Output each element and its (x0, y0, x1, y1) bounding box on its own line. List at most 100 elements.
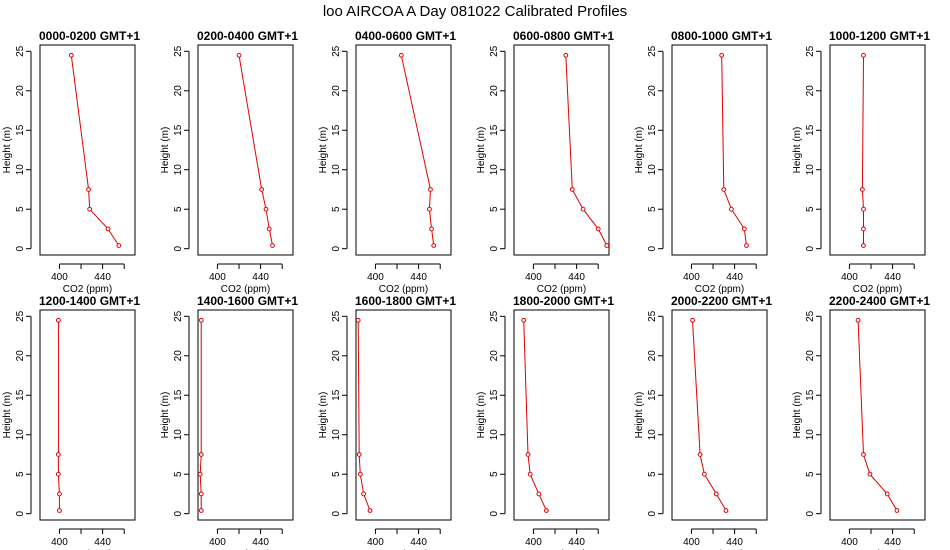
y-axis-label: Height (m) (2, 127, 13, 174)
data-point (867, 471, 873, 477)
x-tick-label: 400 (51, 537, 68, 548)
data-point (86, 187, 91, 192)
figure-title: loo AIRCOA A Day 081022 Calibrated Profi… (323, 3, 627, 20)
x-tick-label: 400 (683, 272, 700, 283)
y-tick-label: 15 (805, 389, 816, 401)
x-tick-label: 440 (252, 272, 269, 283)
x-tick-label: 440 (252, 537, 269, 548)
panel-grid: 0000-0200 GMT+1 0 5 10 15 20 25 Height (m) 400 44… (2, 29, 930, 550)
y-axis-label: Height (m) (160, 392, 171, 439)
data-point (569, 187, 575, 192)
panel-4: 0600-0800 GMT+1 0 5 10 15 20 25 Height (m) 400 44… (476, 29, 614, 295)
y-tick-label: 20 (805, 350, 816, 362)
x-tick-label: 440 (410, 272, 427, 283)
y-tick-label: 25 (173, 310, 184, 322)
data-point (55, 452, 61, 457)
data-point (57, 491, 62, 497)
data-point (859, 187, 865, 192)
y-tick-label: 20 (173, 350, 184, 362)
y-tick-label: 15 (647, 389, 658, 401)
data-point (429, 226, 434, 232)
y-tick-label: 25 (805, 45, 816, 57)
x-tick-label: 400 (683, 537, 700, 548)
data-point (356, 452, 362, 457)
data-point (198, 508, 204, 513)
x-tick-label: 400 (841, 272, 858, 283)
panel-7: 1200-1400 GMT+1 0 5 10 15 20 25 Height (m) 400 44… (2, 294, 140, 550)
panel-title: 0400-0600 GMT+1 (355, 29, 456, 43)
data-point (894, 508, 900, 513)
profile-line (357, 320, 371, 511)
y-axis-label: Height (m) (634, 127, 645, 174)
x-axis-label: CO2 (ppm) (63, 284, 112, 295)
panel-title: 1800-2000 GMT+1 (513, 294, 614, 308)
x-axis-label: CO2 (ppm) (379, 284, 428, 295)
y-axis-label: Height (m) (318, 127, 329, 174)
plot-frame (197, 44, 294, 256)
y-tick-label: 10 (805, 429, 816, 441)
y-tick-label: 20 (331, 350, 342, 362)
x-tick-label: 400 (841, 537, 858, 548)
y-tick-label: 0 (15, 245, 26, 251)
panel-title: 2000-2200 GMT+1 (671, 294, 772, 308)
data-point (855, 317, 861, 323)
y-tick-label: 20 (647, 350, 658, 362)
profile-line (692, 320, 727, 511)
data-point (701, 471, 707, 477)
y-tick-label: 0 (331, 510, 342, 516)
y-tick-label: 20 (489, 350, 500, 362)
data-point (55, 471, 61, 477)
y-tick-label: 20 (647, 85, 658, 97)
y-axis-label: Height (m) (318, 392, 329, 439)
x-tick-label: 400 (51, 272, 68, 283)
data-point (357, 471, 363, 477)
y-tick-label: 25 (173, 45, 184, 57)
x-tick-label: 400 (525, 272, 542, 283)
data-point (721, 187, 727, 192)
y-tick-label: 5 (489, 471, 500, 477)
panel-3: 0400-0600 GMT+1 0 5 10 15 20 25 Height (m) 400 44… (318, 29, 456, 295)
profile-line (57, 320, 60, 511)
data-point (198, 491, 204, 497)
data-point (521, 317, 527, 323)
y-tick-label: 10 (15, 429, 26, 441)
y-tick-label: 20 (489, 85, 500, 97)
y-tick-label: 15 (173, 389, 184, 401)
y-tick-label: 15 (173, 124, 184, 136)
data-point (55, 317, 61, 323)
y-tick-label: 25 (489, 45, 500, 57)
x-tick-label: 440 (94, 272, 111, 283)
data-point (563, 52, 569, 58)
y-tick-label: 15 (489, 124, 500, 136)
panel-title: 2200-2400 GMT+1 (829, 294, 930, 308)
data-point (525, 452, 531, 457)
y-axis-label: Height (m) (634, 392, 645, 439)
panel-2: 0200-0400 GMT+1 0 5 10 15 20 25 Height (m) 400 44… (160, 29, 298, 295)
data-point (263, 206, 269, 212)
y-tick-label: 5 (489, 206, 500, 212)
plot-frame (355, 309, 452, 521)
data-point (884, 491, 890, 497)
panel-title: 1200-1400 GMT+1 (39, 294, 140, 308)
data-point (527, 471, 533, 477)
y-tick-label: 0 (15, 510, 26, 516)
y-tick-label: 10 (15, 164, 26, 176)
data-point (595, 226, 601, 232)
data-point (398, 52, 404, 58)
data-point (861, 52, 866, 58)
y-tick-label: 15 (331, 124, 342, 136)
panel-10: 1800-2000 GMT+1 0 5 10 15 20 25 Height (m) 400 44… (476, 294, 614, 550)
profile-line (861, 55, 864, 246)
panel-title: 1000-1200 GMT+1 (829, 29, 930, 43)
data-point (744, 243, 749, 248)
y-tick-label: 20 (15, 85, 26, 97)
y-tick-label: 10 (805, 164, 816, 176)
data-point (266, 226, 272, 232)
x-tick-label: 400 (525, 537, 542, 548)
y-tick-label: 5 (647, 206, 658, 212)
y-tick-label: 10 (489, 429, 500, 441)
data-point (68, 52, 74, 58)
data-point (604, 243, 610, 248)
x-axis-label: CO2 (ppm) (853, 284, 902, 295)
